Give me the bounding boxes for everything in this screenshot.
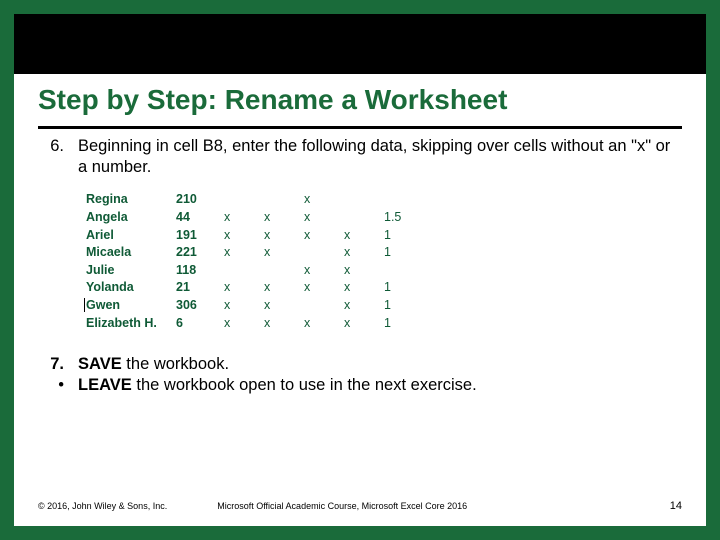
value-cell: 221 bbox=[168, 244, 216, 262]
mark-cell bbox=[256, 262, 296, 280]
mark-cell bbox=[216, 191, 256, 209]
value-cell: 21 bbox=[168, 279, 216, 297]
mark-cell bbox=[416, 297, 456, 315]
mark-cell: x bbox=[216, 279, 256, 297]
mark-cell bbox=[416, 191, 456, 209]
step-7-number: 7. bbox=[38, 354, 64, 375]
mark-cell bbox=[376, 262, 416, 280]
mark-cell: x bbox=[256, 279, 296, 297]
mark-cell: 1 bbox=[376, 315, 416, 333]
mark-cell bbox=[416, 262, 456, 280]
bullet-bold: LEAVE bbox=[78, 376, 132, 394]
mark-cell bbox=[336, 191, 376, 209]
value-cell: 210 bbox=[168, 191, 216, 209]
mark-cell: x bbox=[336, 297, 376, 315]
mark-cell bbox=[256, 191, 296, 209]
name-cell: Micaela bbox=[78, 244, 168, 262]
step-7-bold: SAVE bbox=[78, 355, 122, 373]
copyright: © 2016, John Wiley & Sons, Inc. bbox=[38, 501, 167, 511]
value-cell: 118 bbox=[168, 262, 216, 280]
value-cell: 6 bbox=[168, 315, 216, 333]
mark-cell: 1 bbox=[376, 279, 416, 297]
mark-cell: x bbox=[216, 315, 256, 333]
name-cell: Gwen bbox=[78, 297, 168, 315]
mark-cell: x bbox=[296, 209, 336, 227]
table-row: Julie118 xx bbox=[78, 262, 456, 280]
step-7-text: SAVE the workbook. bbox=[78, 354, 229, 375]
name-cell: Angela bbox=[78, 209, 168, 227]
mark-cell: x bbox=[256, 227, 296, 245]
mark-cell: x bbox=[336, 315, 376, 333]
name-cell: Ariel bbox=[78, 227, 168, 245]
course-name: Microsoft Official Academic Course, Micr… bbox=[217, 501, 670, 511]
bullet-rest: the workbook open to use in the next exe… bbox=[132, 376, 477, 394]
step-6-text: Beginning in cell B8, enter the followin… bbox=[78, 136, 682, 177]
mark-cell: x bbox=[256, 315, 296, 333]
mark-cell: x bbox=[216, 209, 256, 227]
mark-cell bbox=[376, 191, 416, 209]
mark-cell bbox=[296, 244, 336, 262]
title-bar bbox=[14, 14, 706, 74]
page-number: 14 bbox=[670, 500, 682, 512]
table-row: Micaela221xxx1 bbox=[78, 244, 456, 262]
name-cell: Yolanda bbox=[78, 279, 168, 297]
value-cell: 306 bbox=[168, 297, 216, 315]
mark-cell: x bbox=[256, 209, 296, 227]
mark-cell: x bbox=[296, 315, 336, 333]
mark-cell: x bbox=[256, 244, 296, 262]
data-entry-table: Regina210xAngela44xxx1.5Ariel191xxxx1Mic… bbox=[78, 191, 456, 332]
mark-cell bbox=[416, 279, 456, 297]
mark-cell bbox=[416, 227, 456, 245]
step-7-rest: the workbook. bbox=[122, 355, 229, 373]
mark-cell: x bbox=[336, 262, 376, 280]
mark-cell: x bbox=[216, 297, 256, 315]
mark-cell: 1 bbox=[376, 297, 416, 315]
table-row: Elizabeth H.6xxxx1 bbox=[78, 315, 456, 333]
step-7: 7. SAVE the workbook. bbox=[38, 354, 682, 375]
mark-cell: x bbox=[256, 297, 296, 315]
mark-cell: x bbox=[216, 227, 256, 245]
step-6: 6. Beginning in cell B8, enter the follo… bbox=[38, 136, 682, 177]
mark-cell: 1 bbox=[376, 227, 416, 245]
mark-cell: 1 bbox=[376, 244, 416, 262]
name-cell: Regina bbox=[78, 191, 168, 209]
mark-cell: x bbox=[336, 279, 376, 297]
table-row: Gwen306xxx1 bbox=[78, 297, 456, 315]
mark-cell bbox=[416, 244, 456, 262]
step-7-block: 7. SAVE the workbook. • LEAVE the workbo… bbox=[38, 354, 682, 395]
table-row: Yolanda21xxxx1 bbox=[78, 279, 456, 297]
footer: © 2016, John Wiley & Sons, Inc. Microsof… bbox=[38, 500, 682, 512]
step-6-number: 6. bbox=[38, 136, 64, 177]
mark-cell: x bbox=[296, 262, 336, 280]
table-row: Angela44xxx1.5 bbox=[78, 209, 456, 227]
mark-cell bbox=[216, 262, 256, 280]
slide-title: Step by Step: Rename a Worksheet bbox=[38, 84, 507, 116]
bullet-marker: • bbox=[38, 375, 64, 396]
value-cell: 191 bbox=[168, 227, 216, 245]
title-underline bbox=[38, 126, 682, 129]
mark-cell: x bbox=[296, 227, 336, 245]
name-cell: Julie bbox=[78, 262, 168, 280]
mark-cell bbox=[416, 209, 456, 227]
name-cell: Elizabeth H. bbox=[78, 315, 168, 333]
mark-cell bbox=[296, 297, 336, 315]
value-cell: 44 bbox=[168, 209, 216, 227]
mark-cell bbox=[416, 315, 456, 333]
slide-body: 6. Beginning in cell B8, enter the follo… bbox=[38, 136, 682, 396]
leave-bullet: • LEAVE the workbook open to use in the … bbox=[38, 375, 682, 396]
mark-cell: x bbox=[336, 244, 376, 262]
mark-cell: x bbox=[296, 191, 336, 209]
mark-cell: x bbox=[216, 244, 256, 262]
table-row: Ariel191xxxx1 bbox=[78, 227, 456, 245]
mark-cell bbox=[336, 209, 376, 227]
mark-cell: x bbox=[336, 227, 376, 245]
mark-cell: x bbox=[296, 279, 336, 297]
table-row: Regina210 x bbox=[78, 191, 456, 209]
mark-cell: 1.5 bbox=[376, 209, 416, 227]
slide: Step by Step: Rename a Worksheet 6. Begi… bbox=[14, 14, 706, 526]
bullet-text: LEAVE the workbook open to use in the ne… bbox=[78, 375, 477, 396]
